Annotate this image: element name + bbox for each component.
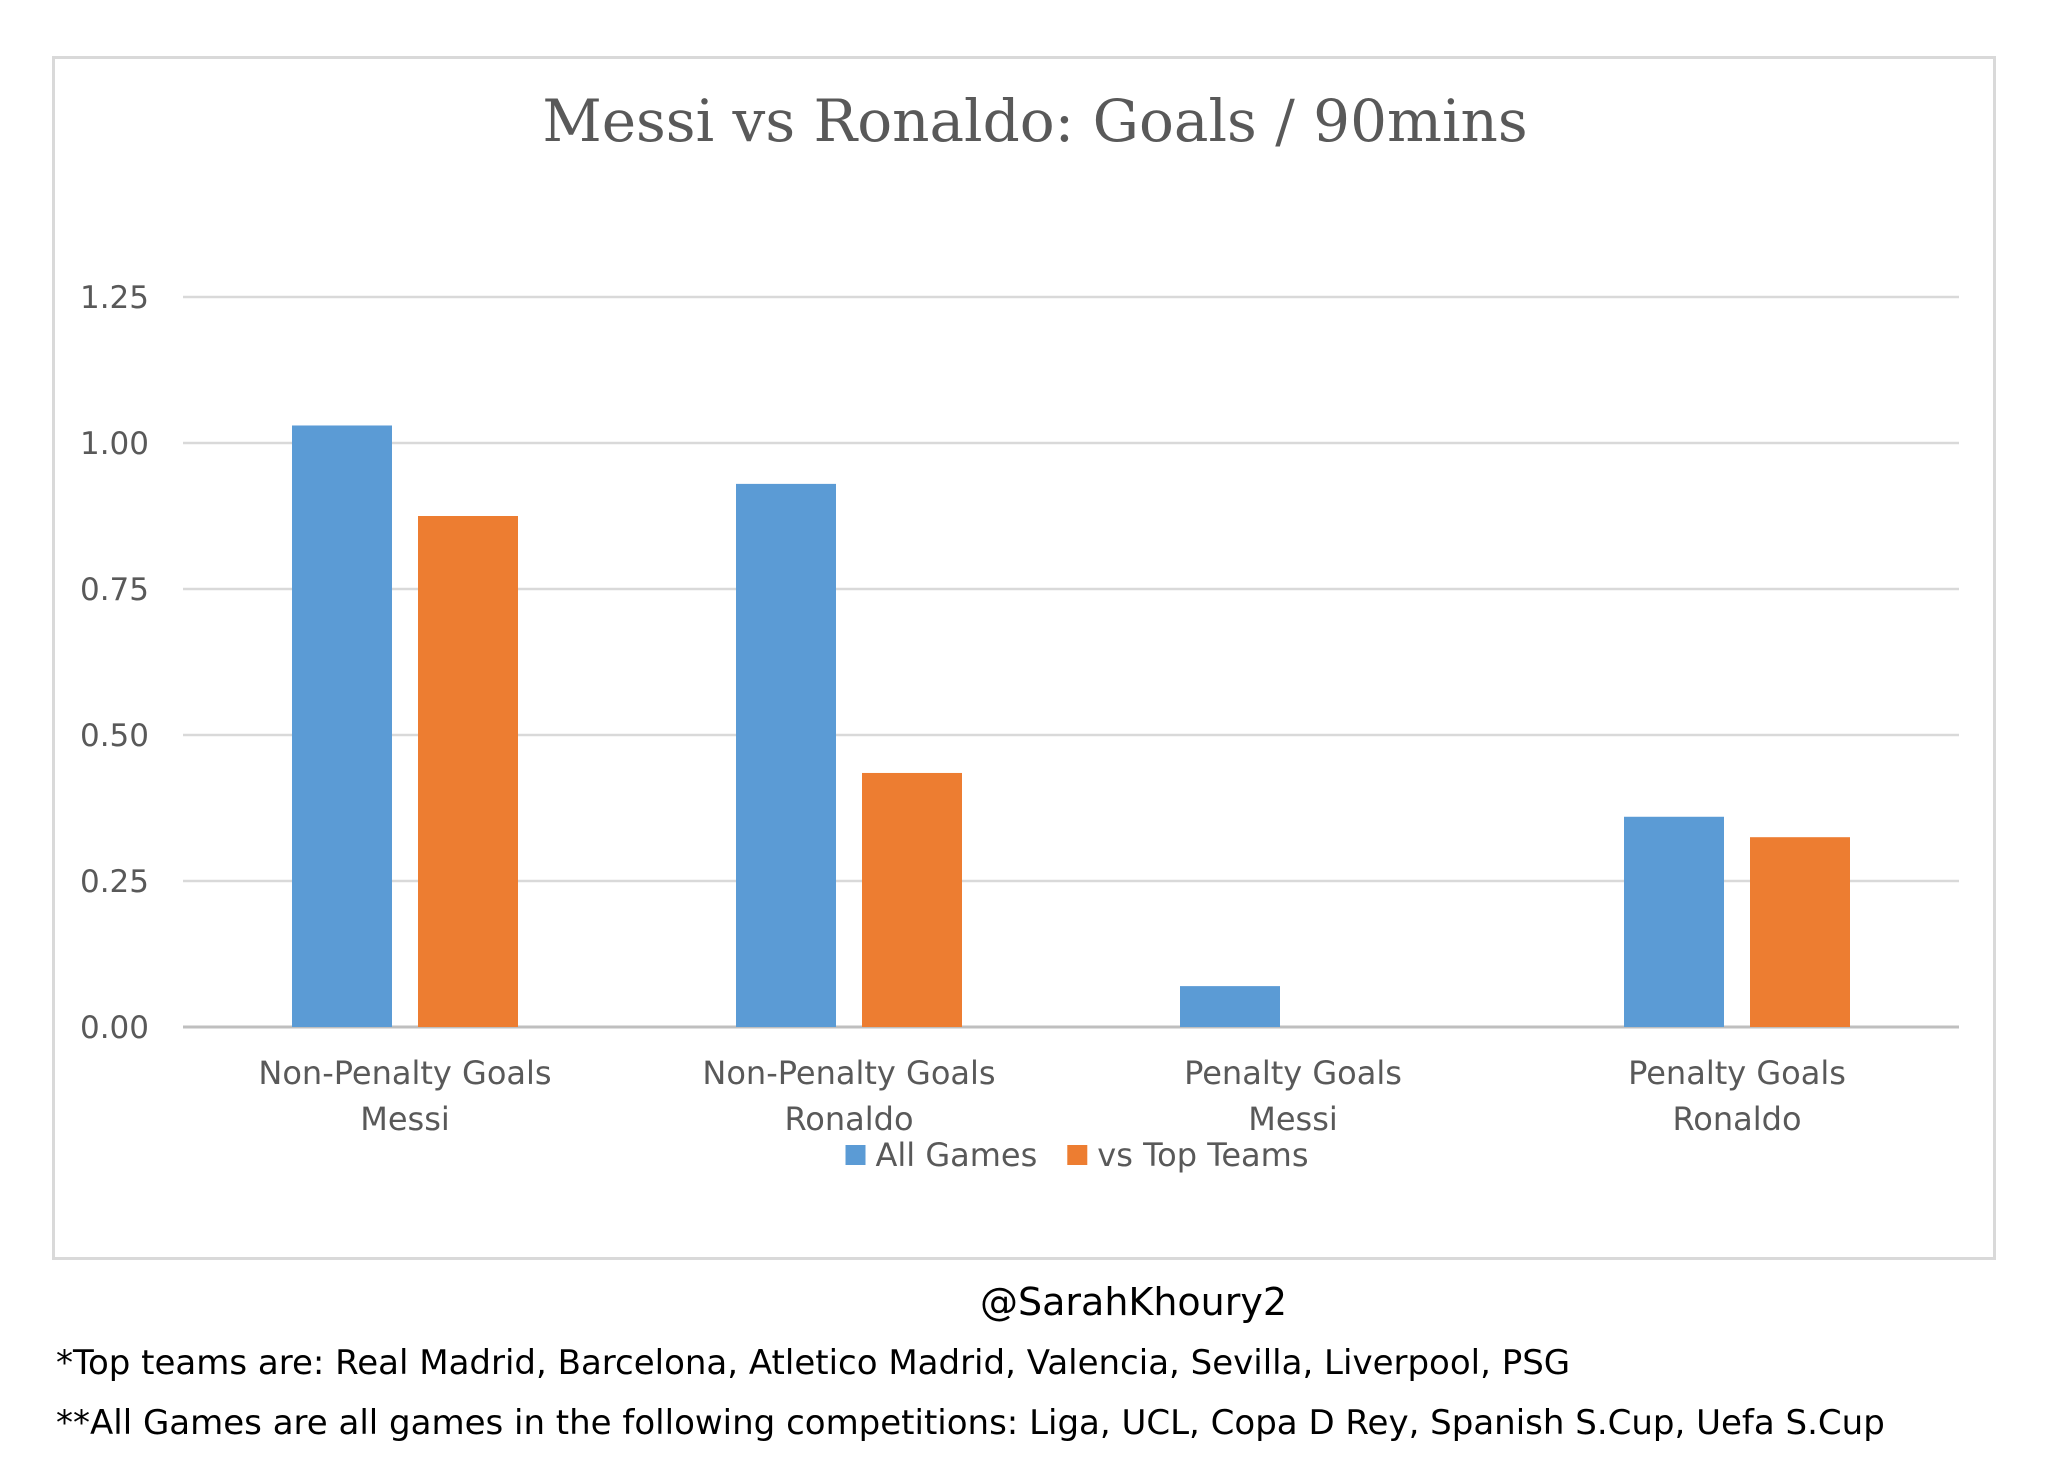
y-tick-label: 0.50 [80, 718, 149, 754]
bar-vs-top-teams [1750, 837, 1850, 1027]
x-category-label: Penalty Goals [1628, 1054, 1846, 1092]
legend: All Games vs Top Teams [845, 1136, 1308, 1174]
y-axis-ticks: 0.00 0.25 0.50 0.75 1.00 1.25 [80, 280, 149, 1046]
x-category-label: Non-Penalty Goals [258, 1054, 551, 1092]
bar-all-games [736, 483, 836, 1027]
chart-frame: Messi vs Ronaldo: Goals / 90mins 0.00 0.2… [52, 56, 1996, 1260]
legend-swatch [845, 1145, 866, 1165]
x-axis-categories: Non-Penalty Goals Messi Non-Penalty Goals R… [258, 1054, 1846, 1138]
y-tick-label: 0.75 [80, 572, 149, 608]
x-category-label: Non-Penalty Goals [702, 1054, 995, 1092]
legend-item: All Games [845, 1136, 1038, 1174]
x-category-label: Ronaldo [1672, 1100, 1801, 1138]
legend-item: vs Top Teams [1067, 1136, 1308, 1174]
bar-all-games [1624, 816, 1724, 1027]
bar-vs-top-teams [418, 516, 518, 1027]
x-category-label: Ronaldo [784, 1100, 913, 1138]
y-tick-label: 1.25 [80, 280, 149, 316]
author-credit: @SarahKhoury2 [980, 1280, 1288, 1324]
y-tick-label: 0.00 [80, 1010, 149, 1046]
bar-vs-top-teams [862, 772, 962, 1027]
chart-title: Messi vs Ronaldo: Goals / 90mins [542, 87, 1527, 155]
legend-swatch [1067, 1145, 1088, 1165]
bars [292, 425, 1850, 1028]
x-category-label: Messi [360, 1100, 450, 1138]
footnote-top-teams: *Top teams are: Real Madrid, Barcelona, … [56, 1343, 1571, 1383]
bar-all-games [1180, 986, 1280, 1027]
x-category-label: Messi [1248, 1100, 1338, 1138]
y-tick-label: 1.00 [80, 426, 149, 462]
legend-label: All Games [876, 1136, 1038, 1174]
legend-label: vs Top Teams [1097, 1136, 1308, 1174]
y-tick-label: 0.25 [80, 864, 149, 900]
bar-chart: Messi vs Ronaldo: Goals / 90mins 0.00 0.2… [80, 87, 1959, 1174]
x-category-label: Penalty Goals [1184, 1054, 1402, 1092]
bar-all-games [292, 425, 392, 1028]
footnote-all-games: **All Games are all games in the followi… [56, 1403, 1885, 1443]
